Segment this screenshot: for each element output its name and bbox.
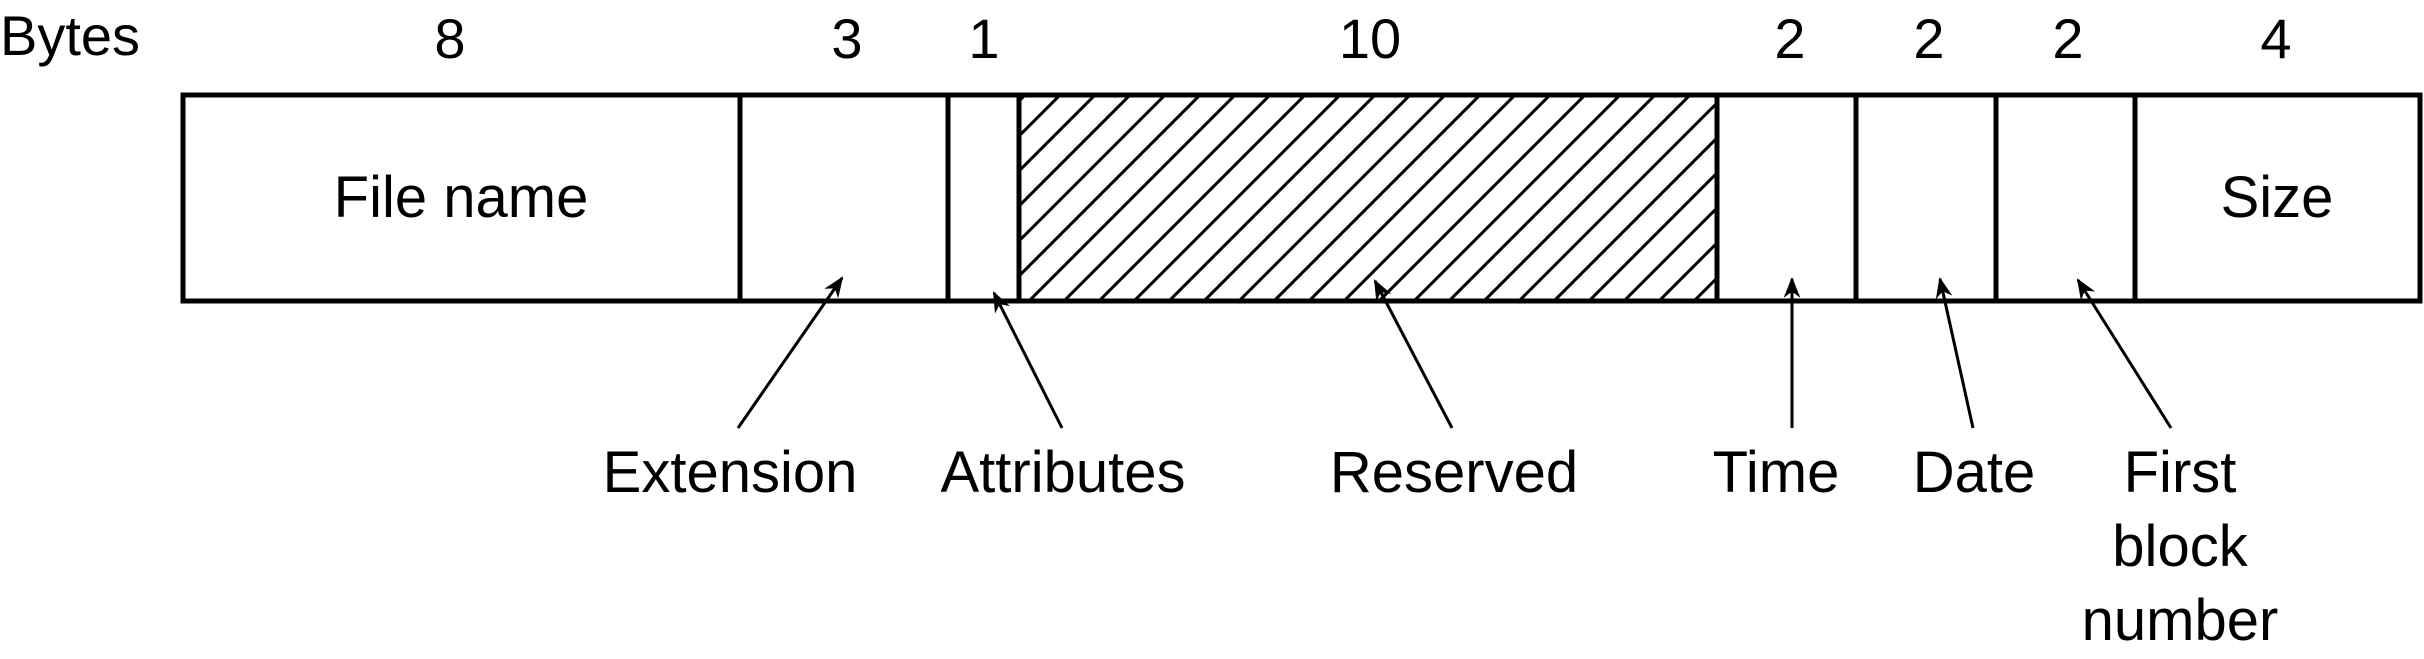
reserved-arrow [1373, 279, 1454, 429]
field-first-block [1993, 92, 2138, 304]
first-block-arrow [2076, 278, 2173, 429]
first-block-label-line3: number [2082, 588, 2279, 653]
byte-count-attributes: 1 [968, 7, 999, 70]
attributes-label: Attributes [941, 440, 1186, 505]
reserved-label: Reserved [1330, 440, 1578, 505]
byte-counts: 8 3 1 10 2 2 2 4 [434, 7, 2291, 70]
byte-count-size: 4 [2260, 7, 2291, 70]
field-date [1853, 92, 1999, 304]
byte-count-date: 2 [1913, 7, 1944, 70]
field-size [2132, 92, 2423, 304]
field-extension [737, 92, 951, 304]
byte-count-first-block: 2 [2052, 7, 2083, 70]
date-arrow [1935, 276, 1975, 429]
byte-count-time: 2 [1774, 7, 1805, 70]
field-attributes [945, 92, 1022, 304]
callout-arrows [736, 276, 2173, 429]
byte-count-file-name: 8 [434, 7, 465, 70]
first-block-label-line2: block [2112, 514, 2248, 579]
first-block-label-line1: First [2124, 440, 2237, 505]
bytes-header-label: Bytes [0, 4, 140, 67]
extension-arrow [736, 276, 844, 429]
extension-label: Extension [603, 440, 858, 505]
field-row [180, 92, 2423, 304]
byte-count-reserved: 10 [1339, 7, 1401, 70]
byte-count-extension: 3 [831, 7, 862, 70]
callout-labels: Extension Attributes Reserved Time Date … [603, 440, 2279, 653]
field-file-name [180, 92, 743, 304]
time-label: Time [1713, 440, 1840, 505]
date-label: Date [1913, 440, 2036, 505]
field-reserved [1016, 92, 1720, 304]
field-time [1714, 92, 1859, 304]
size-label: Size [2221, 165, 2334, 230]
attributes-arrow [992, 291, 1064, 429]
file-name-label: File name [334, 165, 589, 230]
